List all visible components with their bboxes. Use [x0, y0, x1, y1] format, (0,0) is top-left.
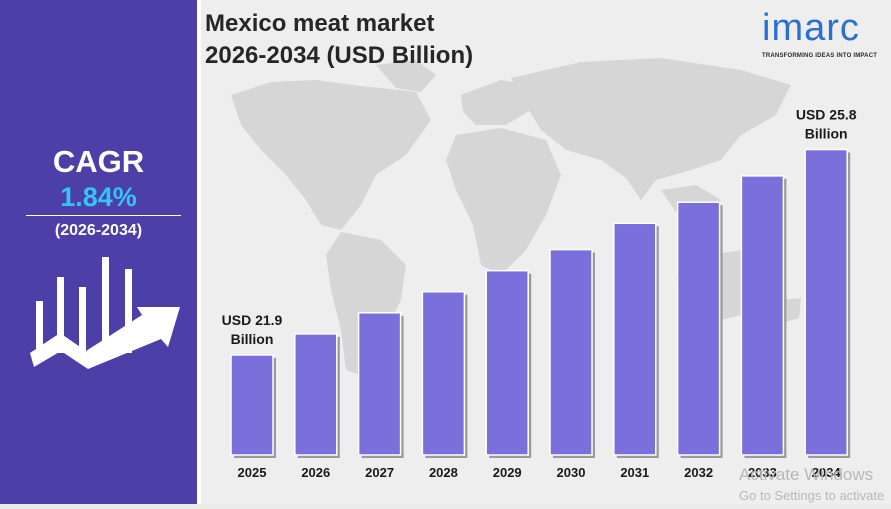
- data-label-2034-line1: USD 25.8: [796, 107, 857, 123]
- cagr-period: (2026-2034): [54, 222, 143, 239]
- bar-2028: [421, 290, 466, 456]
- data-label-2025-line1: USD 21.9: [222, 312, 283, 328]
- data-label-2025-line2: Billion: [231, 331, 274, 347]
- x-tick-label-2027: 2027: [365, 465, 394, 480]
- x-tick-label-2028: 2028: [429, 465, 458, 480]
- x-tick-label-2030: 2030: [557, 465, 586, 480]
- x-tick-label-2026: 2026: [301, 465, 330, 480]
- cagr-panel: [0, 0, 197, 504]
- logo-wordmark: imarc: [762, 7, 860, 49]
- bar-2030: [549, 248, 593, 456]
- bar-2025: [230, 354, 274, 456]
- chart-title-line1: Mexico meat market: [205, 10, 435, 37]
- panel-divider: [197, 0, 201, 504]
- data-label-2034-line2: Billion: [805, 126, 848, 142]
- activate-windows-subtext: Go to Settings to activate: [739, 488, 885, 503]
- growth-chart-icon: [30, 257, 180, 369]
- x-tick-label-2025: 2025: [238, 465, 267, 480]
- bar-2031: [613, 222, 657, 456]
- bar-2026: [294, 333, 338, 456]
- bar-2029: [485, 269, 529, 456]
- cagr-label: CAGR: [52, 144, 145, 179]
- activate-windows-watermark: Activate Windows: [739, 465, 874, 484]
- world-map-background: [231, 58, 801, 375]
- logo-tagline: TRANSFORMING IDEAS INTO IMPACT: [762, 53, 878, 59]
- bar-2032: [676, 201, 721, 456]
- x-tick-label-2029: 2029: [493, 465, 522, 480]
- x-tick-label-2031: 2031: [620, 465, 649, 480]
- chart-title: Mexico meat market 2026-2034 (USD Billio…: [205, 8, 473, 72]
- cagr-value: 1.84%: [60, 182, 137, 212]
- imarc-logo: imarc TRANSFORMING IDEAS INTO IMPACT: [762, 6, 884, 66]
- x-tick-label-2034: 2034: [812, 465, 842, 480]
- bar-2034: [804, 148, 848, 456]
- x-tick-label-2033: 2033: [748, 465, 777, 480]
- chart-title-line2: 2026-2034 (USD Billion): [205, 42, 474, 69]
- cagr-divider: [26, 215, 181, 216]
- bar-2027: [357, 312, 402, 456]
- x-tick-label-2032: 2032: [684, 465, 713, 480]
- bar-2033: [740, 175, 785, 456]
